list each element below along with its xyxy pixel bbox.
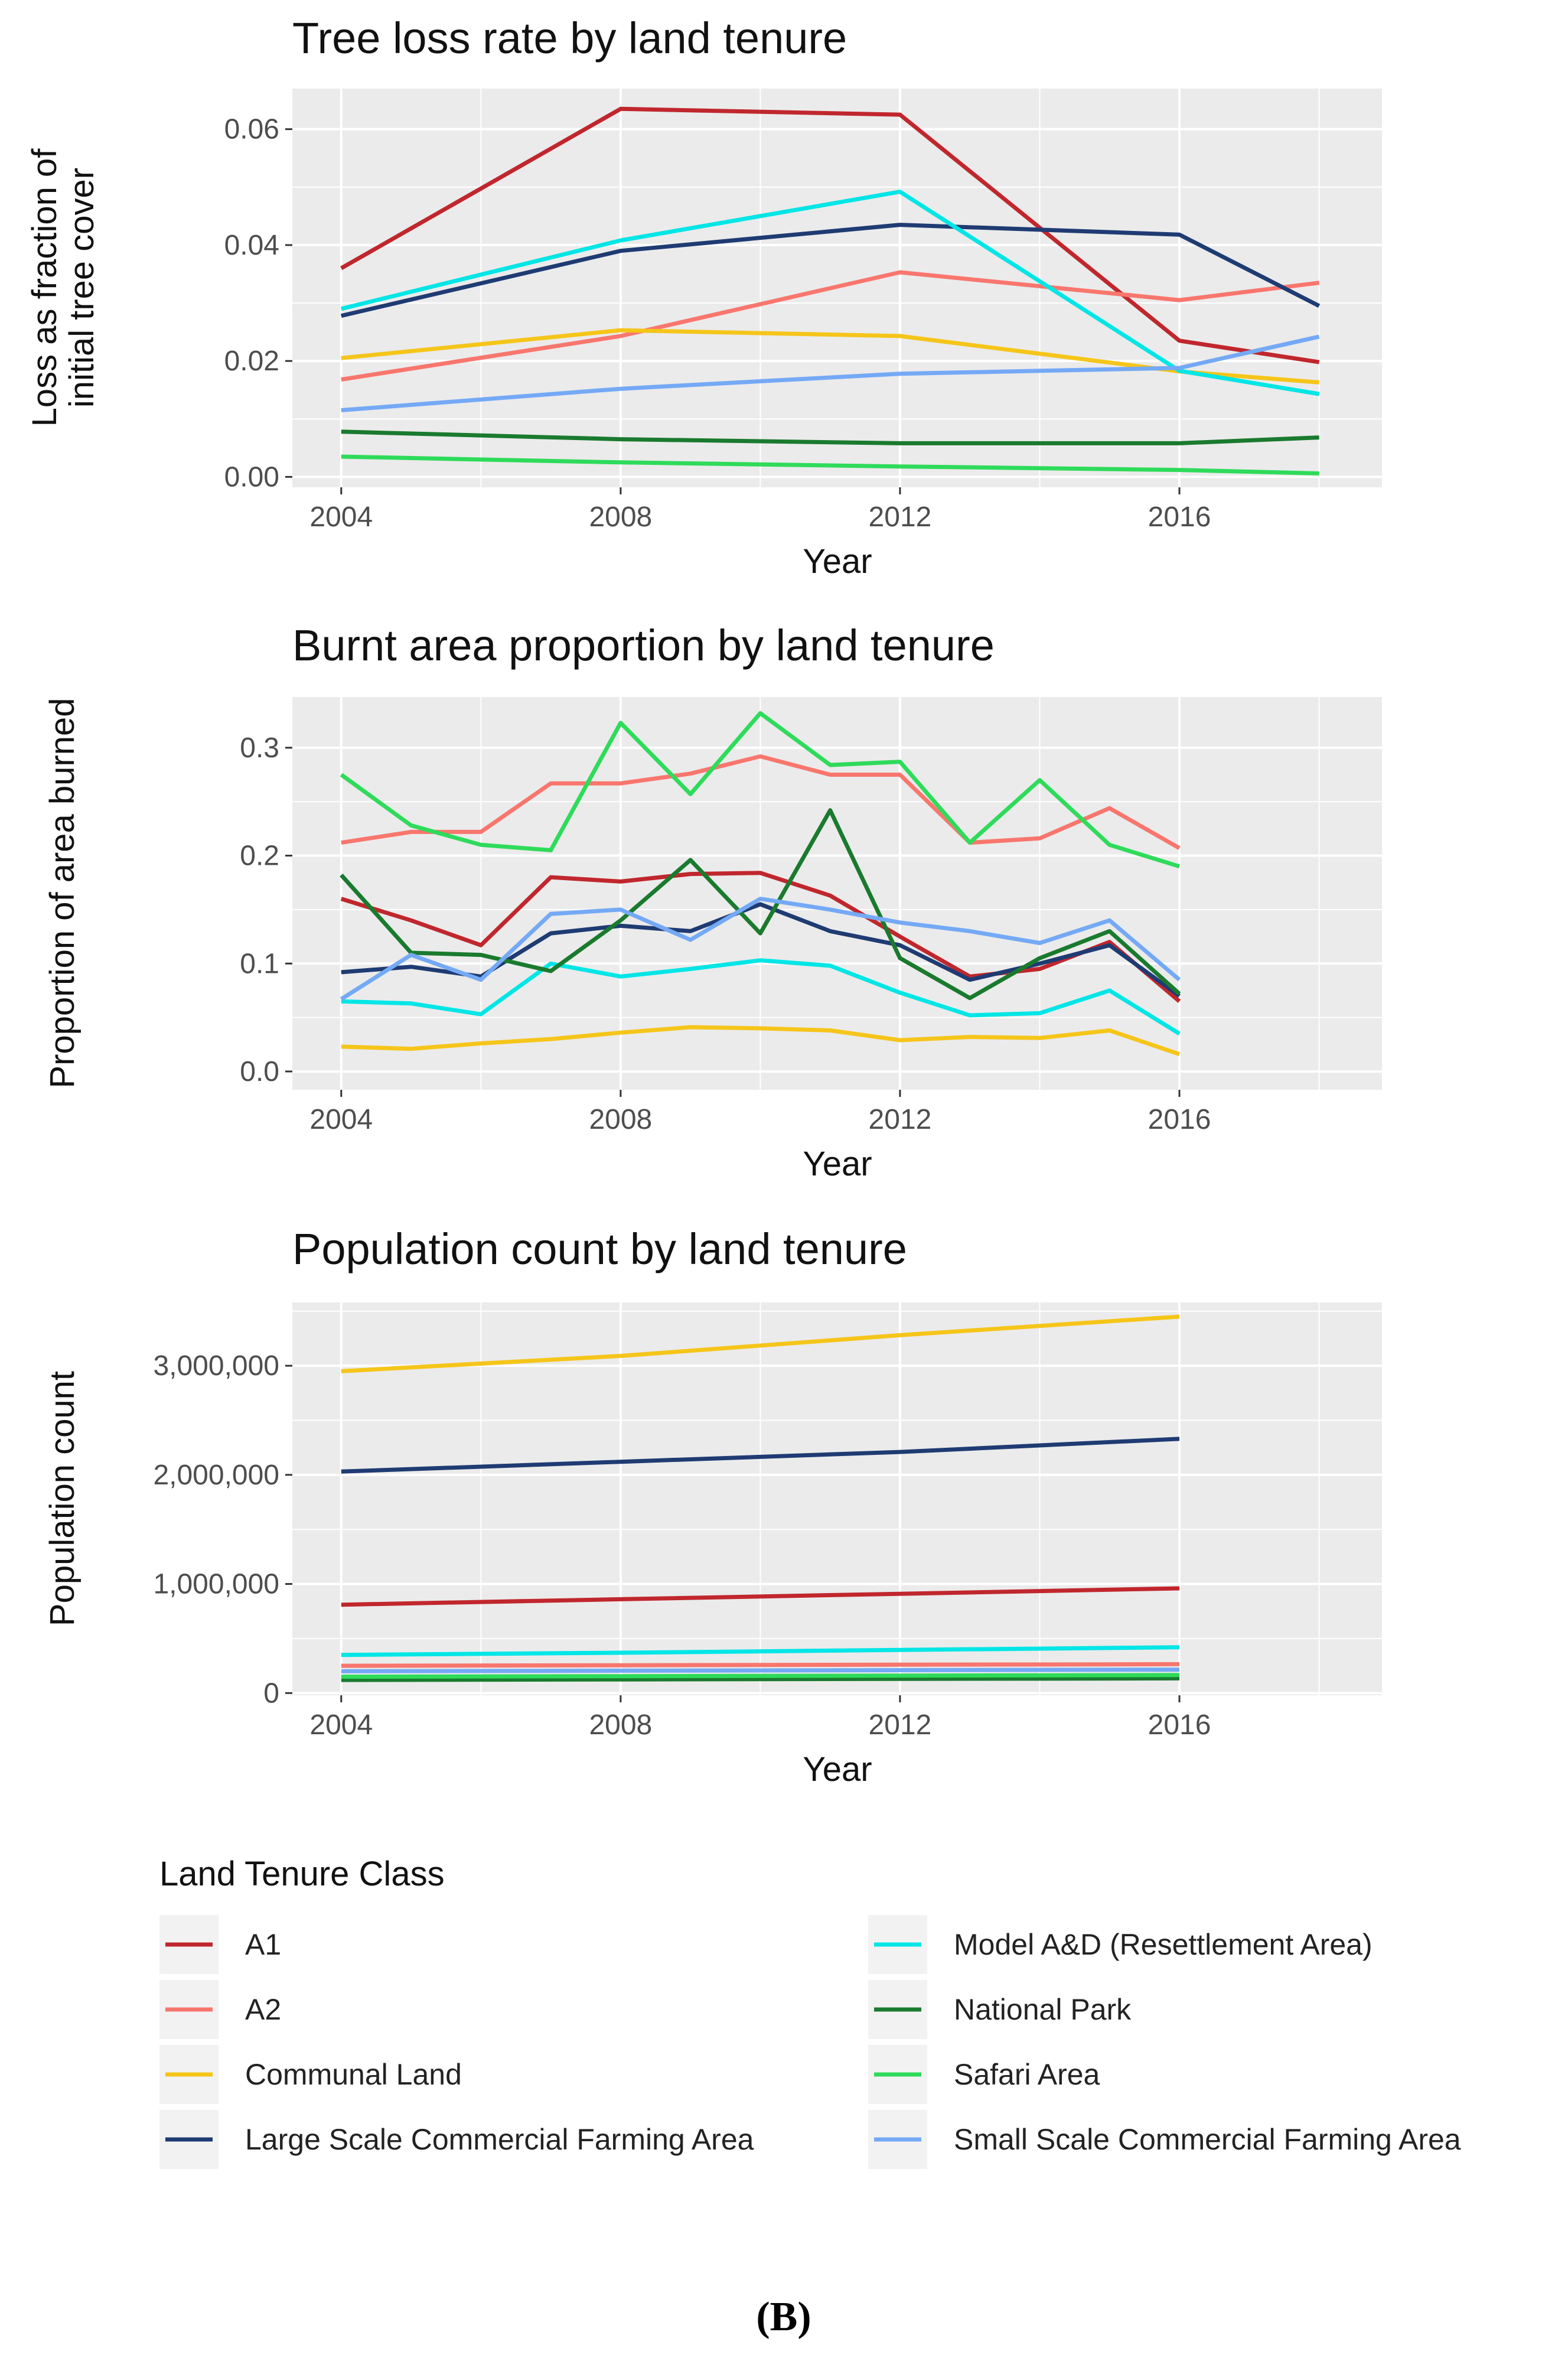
x-tick-label: 2004 (309, 501, 373, 533)
y-tick-label: 0.02 (224, 346, 279, 377)
series-line-population-communal-land (341, 1314, 1180, 1373)
y-tick-label: 0.3 (240, 732, 279, 764)
plot-panel-burnt-area (292, 697, 1382, 1090)
legend: Land Tenure Class A1 A2 Communal Land Large… (159, 1855, 1461, 2169)
x-tick-label: 2012 (869, 501, 932, 533)
y-tick-label: 0.2 (240, 841, 279, 872)
legend-label-safari-area: Safari Area (954, 2058, 1100, 2091)
panel-label: (B) (756, 2294, 811, 2340)
legend-label-national-park: National Park (954, 1993, 1132, 2026)
chart-population: Population count by land tenure 0 1,000,0… (43, 1224, 1382, 1789)
chart-title-burnt-area: Burnt area proportion by land tenure (292, 621, 995, 670)
series-line-tree-loss-communal-land (341, 328, 1319, 385)
series-line-population-a1 (341, 1586, 1180, 1607)
x-axis-title-burnt-area: Year (803, 1145, 872, 1183)
x-axis-title-population: Year (803, 1750, 872, 1789)
y-tick-label: 0.1 (240, 948, 279, 979)
legend-label-a2: A2 (245, 1993, 281, 2026)
series-line-tree-loss-small-scale-commercial-farming-area (341, 334, 1320, 412)
y-axis-title-tree-loss-line1: Loss as fraction of (25, 148, 64, 427)
series-line-burnt-area-small-scale-commercial-farming-area (340, 897, 1181, 1001)
series-line-burnt-area-safari-area (340, 711, 1181, 869)
series-line-tree-loss-a2 (341, 270, 1320, 382)
x-tick-label: 2016 (1148, 1104, 1211, 1135)
series-line-tree-loss-large-scale-commercial-farming-area (341, 223, 1321, 318)
y-axis-title-tree-loss-line2: initial tree cover (63, 168, 101, 408)
legend-label-small-scale-commercial-farming-area: Small Scale Commercial Farming Area (954, 2123, 1461, 2156)
chart-tree-loss: Tree loss rate by land tenure 0.00 0.02 0.… (25, 14, 1382, 581)
series-line-population-national-park (341, 1676, 1180, 1682)
chart-title-tree-loss: Tree loss rate by land tenure (292, 14, 847, 63)
y-axis-title-population: Population count (43, 1371, 82, 1626)
y-tick-label: 1,000,000 (153, 1569, 279, 1600)
y-tick-label: 0 (263, 1678, 279, 1709)
y-tick-label: 0.00 (224, 461, 279, 493)
series-line-population-a2 (341, 1662, 1180, 1668)
y-tick-label: 2,000,000 (153, 1460, 279, 1491)
series-line-burnt-area-a2 (341, 754, 1181, 850)
plot-panel-population (292, 1302, 1382, 1695)
series-line-tree-loss-a1 (340, 106, 1320, 364)
legend-label-a1: A1 (245, 1928, 281, 1961)
x-axis-title-tree-loss: Year (803, 542, 872, 581)
x-tick-label: 2008 (589, 501, 652, 533)
series-line-population-small-scale-commercial-farming-area (341, 1667, 1180, 1673)
legend-label-communal-land: Communal Land (245, 2058, 462, 2091)
series-line-tree-loss-safari-area (341, 454, 1319, 475)
series-line-population-large-scale-commercial-farming-area (341, 1437, 1180, 1474)
series-line-population-model-aandd-resettlement-area (341, 1645, 1180, 1657)
x-tick-label: 2008 (589, 1709, 652, 1741)
series-line-burnt-area-large-scale-commercial-farming-area (341, 902, 1181, 998)
x-tick-label: 2004 (309, 1709, 373, 1741)
chart-title-population: Population count by land tenure (292, 1224, 907, 1274)
series-line-burnt-area-a1 (340, 871, 1181, 1003)
series-line-burnt-area-model-aandd-resettlement-area (341, 958, 1181, 1035)
chart-burnt-area: Burnt area proportion by land tenure 0.0… (43, 621, 1382, 1183)
series-line-tree-loss-model-aandd-resettlement-area (340, 190, 1320, 396)
series-line-burnt-area-communal-land (341, 1025, 1181, 1057)
x-tick-label: 2012 (869, 1104, 932, 1135)
legend-title: Land Tenure Class (159, 1855, 445, 1893)
x-tick-label: 2016 (1148, 1709, 1211, 1741)
legend-label-large-scale-commercial-farming-area: Large Scale Commercial Farming Area (245, 2123, 754, 2156)
series-line-population-safari-area (341, 1673, 1180, 1679)
x-tick-label: 2012 (869, 1709, 932, 1741)
y-axis-title-burnt-area: Proportion of area burned (43, 698, 82, 1089)
series-line-tree-loss-national-park (341, 429, 1319, 445)
y-tick-label: 0.0 (240, 1056, 279, 1087)
y-tick-label: 0.04 (224, 230, 279, 261)
y-tick-label: 0.06 (224, 114, 279, 145)
x-tick-label: 2004 (309, 1104, 373, 1135)
series-line-burnt-area-national-park (340, 808, 1181, 1001)
x-tick-label: 2008 (589, 1104, 652, 1135)
legend-label-model-aandd-resettlement-area: Model A&D (Resettlement Area) (954, 1928, 1373, 1961)
x-tick-label: 2016 (1148, 501, 1211, 533)
y-tick-label: 3,000,000 (153, 1350, 279, 1382)
